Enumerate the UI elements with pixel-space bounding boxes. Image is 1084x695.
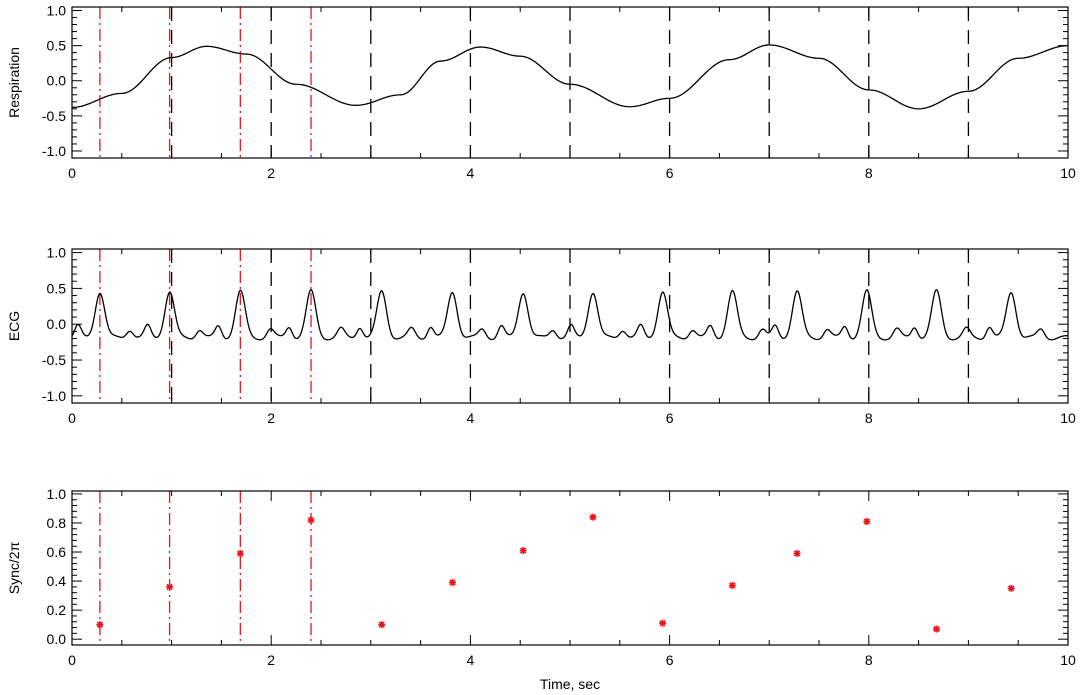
ecg-curve bbox=[71, 288, 1069, 341]
x-tick-label: 0 bbox=[68, 410, 76, 426]
x-tick-label: 0 bbox=[68, 652, 76, 668]
y-tick-label: 0.6 bbox=[47, 544, 67, 560]
sync-point bbox=[378, 621, 386, 629]
y-tick-label: 0.4 bbox=[47, 573, 67, 589]
x-tick-label: 10 bbox=[1060, 165, 1076, 181]
x-tick-label: 6 bbox=[666, 165, 674, 181]
sync-point bbox=[728, 581, 736, 589]
x-tick-label: 6 bbox=[666, 410, 674, 426]
sync-point bbox=[659, 619, 667, 627]
y-tick-label: 0.8 bbox=[47, 515, 67, 531]
respiration-curve bbox=[71, 44, 1069, 110]
x-tick-label: 4 bbox=[467, 165, 475, 181]
ecg-panel: 0 2 4 6 8 10 1.0 0.5 0.0 -0.5 -1.0 ECG bbox=[6, 245, 1076, 426]
y-tick-label: 0.0 bbox=[47, 73, 67, 89]
sync-point bbox=[96, 621, 104, 629]
x-tick-label: 2 bbox=[267, 165, 275, 181]
x-tick-label: 8 bbox=[865, 165, 873, 181]
y-tick-label: 0.0 bbox=[47, 316, 67, 332]
x-tick-label: 4 bbox=[467, 410, 475, 426]
y-tick-label: 0.5 bbox=[47, 280, 67, 296]
respiration-panel: 0 2 4 6 8 10 1.0 0.5 0.0 -0.5 -1.0 Respiration bbox=[6, 3, 1076, 181]
x-tick-label: 6 bbox=[666, 652, 674, 668]
y-tick-label: 1.0 bbox=[47, 486, 67, 502]
y-tick-label: 1.0 bbox=[47, 245, 67, 261]
axes-frame bbox=[71, 490, 1069, 646]
sync-point bbox=[1007, 584, 1015, 592]
sync-point bbox=[236, 549, 244, 557]
sync-point bbox=[863, 518, 871, 526]
x-tick-label: 8 bbox=[865, 410, 873, 426]
sync-point bbox=[519, 547, 527, 555]
sync-point bbox=[793, 549, 801, 557]
sync-point bbox=[589, 513, 597, 521]
y-axis-label: Sync/2π bbox=[6, 541, 22, 594]
y-axis-label: Respiration bbox=[6, 47, 22, 118]
y-tick-label: 0.5 bbox=[47, 38, 67, 54]
sync-point bbox=[933, 625, 941, 633]
x-tick-label: 4 bbox=[467, 652, 475, 668]
y-tick-label: -1.0 bbox=[42, 143, 66, 159]
x-tick-label: 2 bbox=[267, 652, 275, 668]
x-tick-label: 10 bbox=[1060, 652, 1076, 668]
x-tick-label: 0 bbox=[68, 165, 76, 181]
x-tick-label: 2 bbox=[267, 410, 275, 426]
y-tick-label: -0.5 bbox=[42, 352, 66, 368]
sync-point bbox=[166, 583, 174, 591]
x-tick-label: 8 bbox=[865, 652, 873, 668]
y-tick-label: 1.0 bbox=[47, 3, 67, 19]
y-tick-label: -0.5 bbox=[42, 108, 66, 124]
sync-point bbox=[448, 579, 456, 587]
y-tick-label: -1.0 bbox=[42, 388, 66, 404]
sync-panel: 0 2 4 6 8 10 1.0 0.8 0.6 0.4 0.2 0.0 Sync/2π Time, se… bbox=[6, 486, 1076, 692]
y-tick-label: 0.0 bbox=[47, 631, 67, 647]
x-axis-label: Time, sec bbox=[540, 676, 600, 692]
x-tick-label: 10 bbox=[1060, 410, 1076, 426]
sync-point bbox=[307, 516, 315, 524]
y-axis-label: ECG bbox=[6, 311, 22, 341]
y-tick-label: 0.2 bbox=[47, 602, 67, 618]
